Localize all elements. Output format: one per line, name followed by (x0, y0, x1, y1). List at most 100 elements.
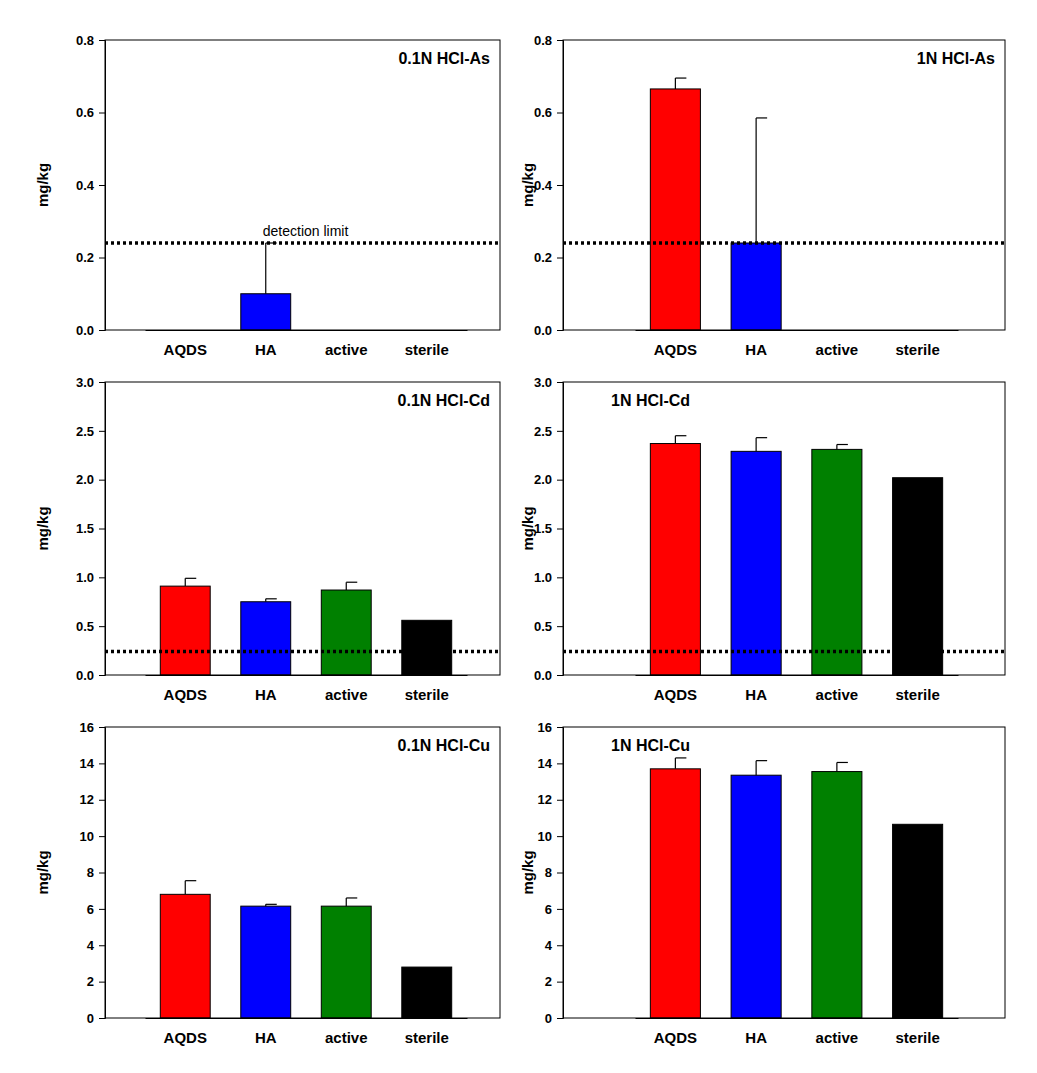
tick: HA (745, 330, 767, 358)
tick-label: 2.0 (534, 472, 552, 487)
tick-label: 0.2 (534, 250, 552, 265)
tick-mark (99, 800, 105, 801)
error-stem (675, 78, 676, 89)
tick: HA (255, 1018, 277, 1046)
error-cap (185, 880, 196, 881)
tick-mark (99, 763, 105, 764)
axis-title: mg/kg (34, 506, 51, 550)
panel: 0.00.51.01.52.02.53.0AQDSHAactivesterile… (34, 375, 500, 703)
tick-mark (557, 529, 563, 530)
tick-label: 0.5 (534, 619, 552, 634)
bar (321, 590, 371, 675)
tick-label: 4 (87, 938, 95, 953)
y-axis: 0246810121416 (80, 720, 106, 1026)
tick-label: 6 (545, 902, 552, 917)
bar (241, 906, 291, 1018)
panel: 0.00.20.40.60.8AQDSHAactivesterilemg/kg0… (34, 33, 500, 358)
error-bar (266, 599, 277, 602)
axis-line (636, 675, 959, 676)
tick: HA (745, 1018, 767, 1046)
axis-title: mg/kg (34, 850, 51, 894)
error-bar (675, 758, 686, 769)
tick-label: AQDS (164, 1029, 207, 1046)
error-cap (346, 582, 357, 583)
error-cap (266, 598, 277, 599)
error-cap (675, 77, 686, 78)
tick: 0.4 (76, 178, 105, 193)
error-bar (756, 438, 767, 452)
tick-mark (99, 675, 105, 676)
x-axis: AQDSHAactivesterile (636, 1018, 959, 1046)
y-axis: 0.00.20.40.60.8 (76, 33, 106, 338)
error-bar (266, 904, 277, 906)
tick-mark (557, 258, 563, 259)
tick-label: 0.4 (534, 178, 553, 193)
panel: 0246810121416AQDSHAactivesterilemg/kg0.1… (34, 720, 500, 1046)
tick: 0.5 (534, 619, 563, 634)
tick-label: 1.5 (76, 521, 94, 536)
error-cap (756, 760, 767, 761)
axis-line (146, 330, 468, 331)
tick-mark (99, 836, 105, 837)
error-cap (675, 757, 686, 758)
panel: 0.00.51.01.52.02.53.0AQDSHAactivesterile… (519, 375, 1005, 703)
tick-label: 14 (538, 756, 553, 771)
plot-area (105, 243, 500, 330)
tick-mark (99, 382, 105, 383)
tick-mark (99, 945, 105, 946)
tick: 10 (80, 829, 105, 844)
panel-title: 0.1N HCl-Cd (398, 392, 490, 409)
tick-label: AQDS (164, 686, 207, 703)
tick-mark (557, 113, 563, 114)
tick-mark (557, 727, 563, 728)
tick-mark (99, 330, 105, 331)
error-bar (346, 898, 357, 906)
tick-mark (557, 480, 563, 481)
error-cap (266, 904, 277, 905)
error-cap (756, 117, 767, 118)
error-stem (756, 438, 757, 452)
tick-mark (557, 763, 563, 764)
tick-label: 0.6 (534, 105, 552, 120)
tick-mark (557, 626, 563, 627)
tick: active (816, 1018, 859, 1046)
tick-mark (99, 480, 105, 481)
annotation: detection limit (263, 223, 349, 239)
axis-title: mg/kg (519, 850, 536, 894)
tick: 0.0 (76, 668, 105, 683)
tick-label: active (325, 341, 368, 358)
axis-title: mg/kg (519, 506, 536, 550)
tick-label: HA (255, 686, 277, 703)
tick: 0.2 (534, 250, 563, 265)
axis-line (146, 1018, 468, 1019)
panel-title: 0.1N HCl-As (398, 50, 490, 67)
tick: 0.0 (76, 323, 105, 338)
error-cap (837, 762, 848, 763)
tick-mark (557, 982, 563, 983)
error-stem (675, 758, 676, 769)
error-stem (185, 578, 186, 586)
axis-line (557, 41, 564, 331)
detection-limit-line (563, 650, 1005, 654)
tick-mark (99, 431, 105, 432)
tick-label: 0 (545, 1011, 552, 1026)
tick-label: active (325, 686, 368, 703)
error-cap (346, 897, 357, 898)
tick: 0 (87, 1011, 105, 1026)
error-stem (756, 761, 757, 776)
error-bar (837, 445, 848, 450)
tick-mark (557, 800, 563, 801)
tick-label: sterile (896, 1029, 940, 1046)
tick: AQDS (164, 675, 207, 703)
tick-label: 6 (87, 902, 94, 917)
tick-mark (99, 727, 105, 728)
tick-label: active (325, 1029, 368, 1046)
error-stem (185, 881, 186, 895)
tick-mark (99, 982, 105, 983)
tick-label: 10 (80, 829, 94, 844)
tick: sterile (896, 675, 940, 703)
tick-mark (557, 431, 563, 432)
tick-label: HA (255, 341, 277, 358)
error-stem (346, 582, 347, 590)
bar (812, 449, 862, 675)
